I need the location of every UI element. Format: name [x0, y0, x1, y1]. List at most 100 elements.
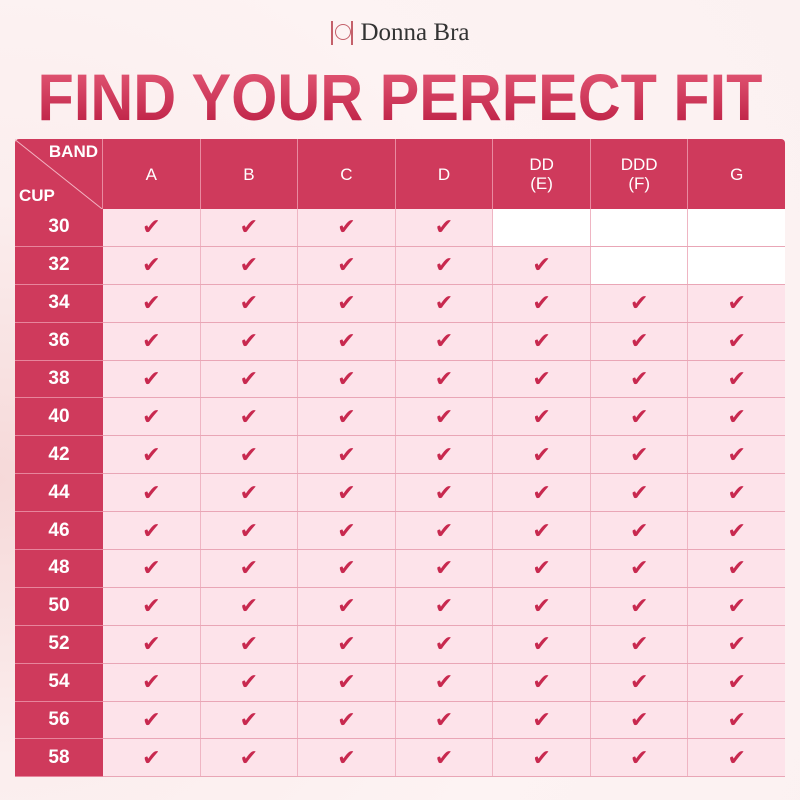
available-cell: ✔ [395, 360, 494, 398]
row-band-label: 56 [15, 701, 103, 740]
available-cell: ✔ [200, 701, 299, 739]
band-label: BAND [48, 142, 98, 161]
checkmark-icon: ✔ [629, 707, 649, 733]
checkmark-icon: ✔ [532, 479, 551, 505]
row-band-label: 30 [15, 209, 103, 247]
column-label: A [145, 164, 157, 184]
available-cell: ✔ [298, 701, 396, 739]
available-cell: ✔ [103, 663, 201, 701]
table-row: 34 ✔ ✔ ✔ ✔ ✔ ✔ ✔ [15, 284, 786, 323]
table-row: 36 ✔ ✔ ✔ ✔ ✔ ✔ ✔ [15, 322, 786, 361]
checkmark-icon: ✔ [434, 479, 454, 505]
available-cell: ✔ [395, 587, 494, 625]
available-cell: ✔ [688, 512, 786, 550]
row-band-label: 42 [15, 436, 103, 475]
available-cell: ✔ [590, 512, 689, 550]
checkmark-icon: ✔ [629, 290, 649, 316]
available-cell: ✔ [688, 474, 786, 512]
table-row: 58 ✔ ✔ ✔ ✔ ✔ ✔ ✔ [15, 739, 786, 778]
row-band-label: 50 [15, 587, 103, 626]
checkmark-icon: ✔ [142, 214, 161, 240]
available-cell: ✔ [200, 246, 299, 284]
column-label: D [437, 164, 451, 184]
table-row: 54 ✔ ✔ ✔ ✔ ✔ ✔ ✔ [15, 663, 786, 702]
row-band-label: 46 [15, 512, 103, 551]
available-cell: ✔ [493, 625, 591, 663]
column-label: G [730, 164, 744, 184]
available-cell: ✔ [298, 663, 396, 701]
checkmark-icon: ✔ [337, 290, 356, 316]
available-cell: ✔ [590, 322, 689, 360]
checkmark-icon: ✔ [727, 744, 746, 770]
available-cell: ✔ [590, 701, 689, 739]
checkmark-icon: ✔ [337, 555, 356, 581]
table-header: BAND CUP A B C D DD (E) DDD (F) G [15, 139, 785, 209]
checkmark-icon: ✔ [142, 555, 161, 581]
unavailable-cell [688, 209, 786, 246]
available-cell: ✔ [688, 587, 786, 625]
available-cell: ✔ [103, 550, 201, 587]
checkmark-icon: ✔ [532, 707, 551, 733]
checkmark-icon: ✔ [239, 441, 259, 467]
checkmark-icon: ✔ [532, 593, 551, 619]
available-cell: ✔ [493, 739, 591, 777]
available-cell: ✔ [103, 587, 201, 625]
checkmark-icon: ✔ [629, 669, 649, 695]
checkmark-icon: ✔ [629, 631, 649, 657]
checkmark-icon: ✔ [142, 669, 161, 695]
available-cell: ✔ [395, 550, 494, 587]
column-label: C [340, 164, 353, 184]
available-cell: ✔ [688, 322, 786, 360]
checkmark-icon: ✔ [337, 403, 356, 429]
available-cell: ✔ [395, 739, 494, 777]
checkmark-icon: ✔ [142, 328, 161, 354]
checkmark-icon: ✔ [727, 366, 746, 391]
column-header: B [201, 139, 299, 209]
checkmark-icon: ✔ [434, 366, 454, 391]
available-cell: ✔ [200, 739, 299, 777]
available-cell: ✔ [590, 398, 689, 436]
checkmark-icon: ✔ [727, 555, 746, 581]
checkmark-icon: ✔ [239, 555, 259, 581]
checkmark-icon: ✔ [434, 555, 454, 581]
checkmark-icon: ✔ [142, 403, 161, 429]
available-cell: ✔ [590, 474, 689, 512]
checkmark-icon: ✔ [239, 252, 259, 278]
corner-cell: BAND CUP [15, 139, 103, 209]
checkmark-icon: ✔ [142, 631, 161, 657]
checkmark-icon: ✔ [727, 290, 746, 316]
checkmark-icon: ✔ [337, 517, 356, 543]
checkmark-icon: ✔ [239, 631, 259, 657]
column-label: DDD [620, 155, 658, 174]
checkmark-icon: ✔ [532, 631, 551, 657]
checkmark-icon: ✔ [239, 669, 259, 695]
available-cell: ✔ [200, 284, 299, 322]
available-cell: ✔ [395, 474, 494, 512]
checkmark-icon: ✔ [532, 366, 551, 391]
brand-logo-icon [330, 21, 353, 45]
checkmark-icon: ✔ [629, 403, 649, 429]
available-cell: ✔ [200, 436, 299, 474]
table-row: 56 ✔ ✔ ✔ ✔ ✔ ✔ ✔ [15, 701, 786, 740]
checkmark-icon: ✔ [337, 328, 356, 354]
checkmark-icon: ✔ [337, 252, 356, 278]
available-cell: ✔ [298, 284, 396, 322]
unavailable-cell [590, 246, 689, 284]
checkmark-icon: ✔ [239, 290, 259, 316]
available-cell: ✔ [200, 512, 299, 550]
available-cell: ✔ [298, 436, 396, 474]
available-cell: ✔ [298, 398, 396, 436]
checkmark-icon: ✔ [239, 707, 259, 733]
available-cell: ✔ [200, 663, 299, 701]
checkmark-icon: ✔ [629, 517, 649, 543]
row-band-label: 36 [15, 322, 103, 361]
table-row: 38 ✔ ✔ ✔ ✔ ✔ ✔ ✔ [15, 360, 786, 399]
available-cell: ✔ [395, 209, 494, 246]
checkmark-icon: ✔ [239, 517, 259, 543]
column-header: DDD (F) [591, 139, 689, 209]
checkmark-icon: ✔ [239, 214, 259, 240]
checkmark-icon: ✔ [434, 631, 454, 657]
checkmark-icon: ✔ [434, 744, 454, 770]
available-cell: ✔ [298, 322, 396, 360]
available-cell: ✔ [103, 701, 201, 739]
